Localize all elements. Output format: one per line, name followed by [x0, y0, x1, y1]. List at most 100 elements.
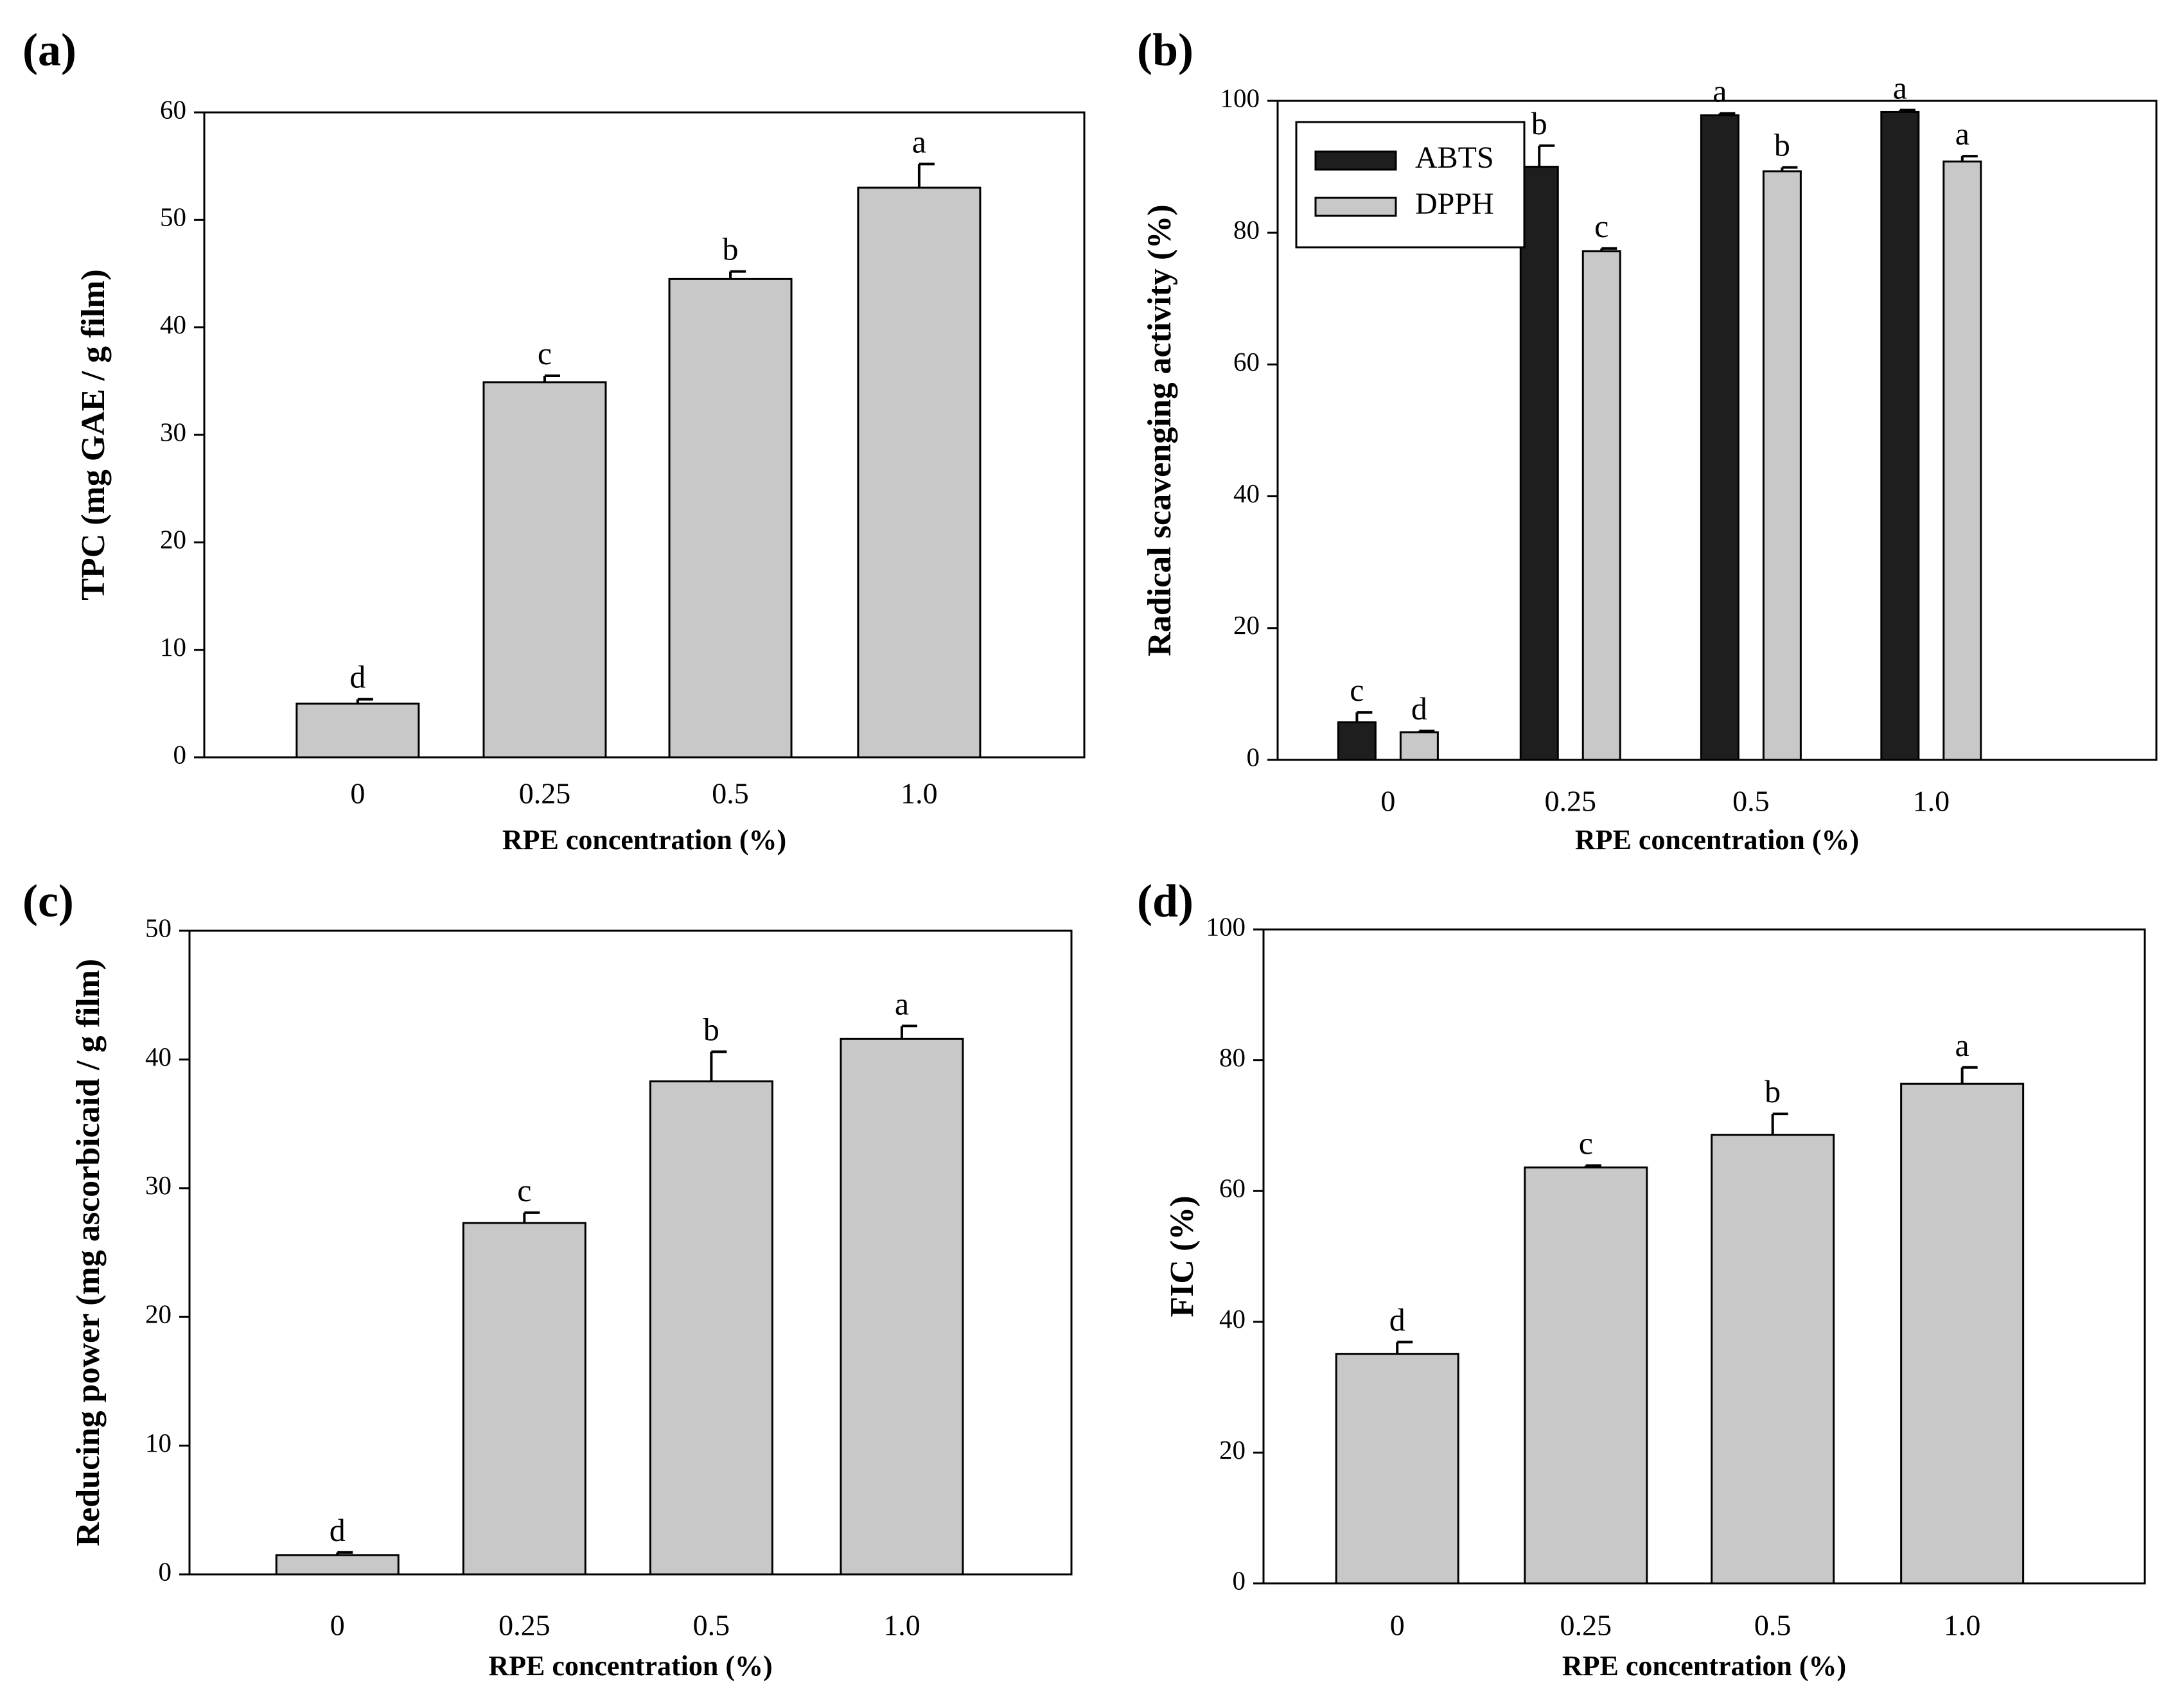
legend-swatch [1314, 197, 1397, 217]
x-axis-title: RPE concentration (%) [488, 1650, 772, 1681]
x-tick-label: 1.0 [1944, 1609, 1981, 1642]
significance-letter: c [538, 335, 552, 371]
significance-letter: a [1713, 73, 1727, 109]
bar [668, 277, 793, 759]
significance-letter: a [895, 985, 909, 1021]
y-tick-label: 30 [145, 1170, 172, 1200]
x-tick-label: 0.25 [519, 777, 571, 810]
x-tick-label: 0.5 [1732, 785, 1770, 818]
y-axis-title: FIC (%) [1164, 1195, 1201, 1317]
y-tick-label: 10 [145, 1428, 172, 1457]
y-tick-label: 20 [1233, 610, 1260, 640]
y-tick-label: 100 [1220, 83, 1260, 112]
bar [295, 702, 420, 759]
x-tick-label: 1.0 [901, 777, 938, 810]
panel-label: (d) [1137, 876, 1193, 927]
x-tick-label: 0.25 [498, 1609, 550, 1642]
x-tick-label: 1.0 [883, 1609, 920, 1642]
y-tick-label: 0 [1247, 742, 1260, 771]
significance-letter: d [1389, 1301, 1405, 1337]
panel-b-chart: (b) 0 20 40 60 80 100 c d 0 b c 0.25 a b 0.5 a a 1.0 RPE co… [1137, 24, 2158, 856]
x-axis-title: RPE concentration (%) [1575, 824, 1859, 856]
significance-letter: d [349, 659, 365, 695]
plot-frame [1262, 928, 2146, 1585]
bar [482, 381, 607, 759]
legend-box [1295, 121, 1526, 249]
legend-swatch [1314, 150, 1397, 171]
bar [1942, 160, 1982, 761]
x-tick-label: 0.25 [1560, 1609, 1612, 1642]
significance-letter: b [723, 231, 739, 267]
significance-letter: c [1579, 1125, 1593, 1161]
significance-letter: a [1955, 116, 1969, 152]
x-axis-title: RPE concentration (%) [1562, 1650, 1846, 1681]
significance-letter: b [1531, 105, 1547, 141]
bar [649, 1080, 773, 1576]
y-tick-label: 0 [1233, 1565, 1246, 1595]
bar [1335, 1353, 1459, 1585]
y-tick-label: 40 [1233, 479, 1260, 508]
significance-letter: a [1893, 69, 1907, 105]
significance-letter: a [912, 123, 926, 159]
panel-a-chart: (a) 0 10 20 30 40 50 60 d 0 c 0.25 b 0.5 a 1.0 RPE conce… [22, 24, 1086, 856]
y-axis-title: TPC (mg GAE / g film) [75, 269, 112, 601]
bar [1581, 250, 1621, 761]
y-tick-label: 20 [145, 1299, 172, 1329]
x-tick-label: 0 [330, 1609, 345, 1642]
significance-letter: c [1350, 672, 1364, 708]
y-tick-label: 60 [1233, 347, 1260, 376]
x-tick-label: 0 [1380, 785, 1395, 818]
x-tick-label: 0.25 [1545, 785, 1597, 818]
significance-letter: b [703, 1011, 719, 1047]
x-tick-label: 1.0 [1913, 785, 1950, 818]
x-tick-label: 0 [350, 777, 365, 810]
legend-label: DPPH [1415, 187, 1494, 221]
significance-letter: c [517, 1172, 531, 1208]
significance-letter: d [330, 1512, 346, 1548]
panel-d-chart: (d) 0 20 40 60 80 100 d 0 c 0.25 b 0.5 a 1.0 RPE concen… [1137, 876, 2146, 1681]
bar [1524, 1166, 1648, 1585]
x-tick-label: 0.5 [712, 777, 749, 810]
y-axis-title: Radical scavenging activity (%) [1141, 204, 1178, 656]
bar [462, 1222, 586, 1576]
y-tick-label: 20 [1219, 1435, 1246, 1465]
y-tick-label: 10 [160, 632, 186, 662]
y-tick-label: 100 [1206, 911, 1246, 941]
bar [1519, 166, 1559, 761]
y-tick-label: 50 [160, 202, 186, 232]
panel-label: (c) [22, 876, 74, 927]
x-tick-label: 0.5 [693, 1609, 730, 1642]
bar [1337, 721, 1377, 761]
y-tick-label: 40 [1219, 1304, 1246, 1333]
panel-c-chart: (c) 0 10 20 30 40 50 d 0 c 0.25 b 0.5 a 1.0 RPE concent… [22, 876, 1073, 1681]
significance-letter: b [1774, 127, 1790, 163]
bar [1700, 114, 1739, 761]
bar [857, 186, 982, 759]
y-tick-label: 40 [160, 310, 186, 339]
significance-letter: d [1411, 691, 1427, 726]
bar [1399, 731, 1439, 761]
x-tick-label: 0 [1390, 1609, 1405, 1642]
y-tick-label: 50 [145, 913, 172, 942]
bar [840, 1037, 964, 1576]
significance-letter: b [1765, 1073, 1781, 1109]
y-tick-label: 80 [1233, 215, 1260, 245]
bar [1880, 110, 1920, 761]
y-tick-label: 0 [173, 739, 187, 769]
y-tick-label: 60 [1219, 1174, 1246, 1203]
panel-label: (b) [1137, 24, 1193, 76]
bar [275, 1554, 400, 1576]
legend-label: ABTS [1415, 141, 1494, 175]
y-tick-label: 80 [1219, 1043, 1246, 1072]
y-tick-label: 0 [159, 1556, 172, 1586]
bar [1711, 1134, 1835, 1585]
x-axis-title: RPE concentration (%) [502, 824, 786, 856]
y-tick-label: 30 [160, 417, 186, 446]
y-tick-label: 60 [160, 94, 186, 124]
y-tick-label: 40 [145, 1042, 172, 1071]
plot-frame [188, 929, 1073, 1576]
x-tick-label: 0.5 [1754, 1609, 1792, 1642]
bar [1900, 1082, 2025, 1585]
significance-letter: c [1594, 208, 1608, 244]
